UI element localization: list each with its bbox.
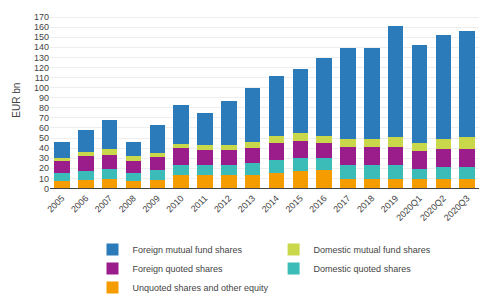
svg-text:Domestic mutual fund shares: Domestic mutual fund shares xyxy=(314,245,431,255)
svg-text:2005: 2005 xyxy=(45,193,66,214)
svg-text:50: 50 xyxy=(39,133,49,143)
svg-text:Unquoted shares and other equi: Unquoted shares and other equity xyxy=(133,283,269,293)
svg-text:2012: 2012 xyxy=(212,193,233,214)
svg-text:140: 140 xyxy=(34,42,49,52)
svg-text:2017: 2017 xyxy=(331,193,352,214)
svg-text:0: 0 xyxy=(44,184,49,194)
svg-text:2009: 2009 xyxy=(141,193,162,214)
svg-text:2006: 2006 xyxy=(69,193,90,214)
svg-text:2007: 2007 xyxy=(93,193,114,214)
svg-text:170: 170 xyxy=(34,12,49,22)
svg-text:Foreign quoted shares: Foreign quoted shares xyxy=(133,264,224,274)
svg-text:2016: 2016 xyxy=(307,193,328,214)
svg-text:2020Q2: 2020Q2 xyxy=(418,193,448,223)
svg-text:60: 60 xyxy=(39,123,49,133)
svg-text:110: 110 xyxy=(35,73,49,83)
svg-text:30: 30 xyxy=(39,153,49,163)
svg-text:2015: 2015 xyxy=(284,193,305,214)
svg-text:2019: 2019 xyxy=(379,193,400,214)
svg-text:2018: 2018 xyxy=(355,193,376,214)
svg-text:100: 100 xyxy=(34,83,49,93)
svg-text:2013: 2013 xyxy=(236,193,257,214)
svg-text:2020Q3: 2020Q3 xyxy=(442,193,472,223)
svg-text:90: 90 xyxy=(39,93,49,103)
svg-text:40: 40 xyxy=(39,143,49,153)
svg-text:2010: 2010 xyxy=(164,193,185,214)
svg-text:130: 130 xyxy=(34,53,49,63)
svg-text:EUR bn: EUR bn xyxy=(11,83,22,118)
svg-text:2014: 2014 xyxy=(260,193,281,214)
svg-text:2011: 2011 xyxy=(189,193,210,214)
svg-text:80: 80 xyxy=(39,103,49,113)
svg-text:120: 120 xyxy=(34,63,49,73)
svg-text:10: 10 xyxy=(39,174,49,184)
svg-text:2008: 2008 xyxy=(117,193,138,214)
svg-text:70: 70 xyxy=(39,113,49,123)
svg-text:Foreign mutual fund shares: Foreign mutual fund shares xyxy=(133,245,243,255)
svg-text:150: 150 xyxy=(34,32,49,42)
svg-text:20: 20 xyxy=(39,163,49,173)
svg-text:160: 160 xyxy=(34,22,49,32)
svg-text:Domestic quoted shares: Domestic quoted shares xyxy=(314,264,412,274)
svg-text:2020Q1: 2020Q1 xyxy=(394,193,424,223)
